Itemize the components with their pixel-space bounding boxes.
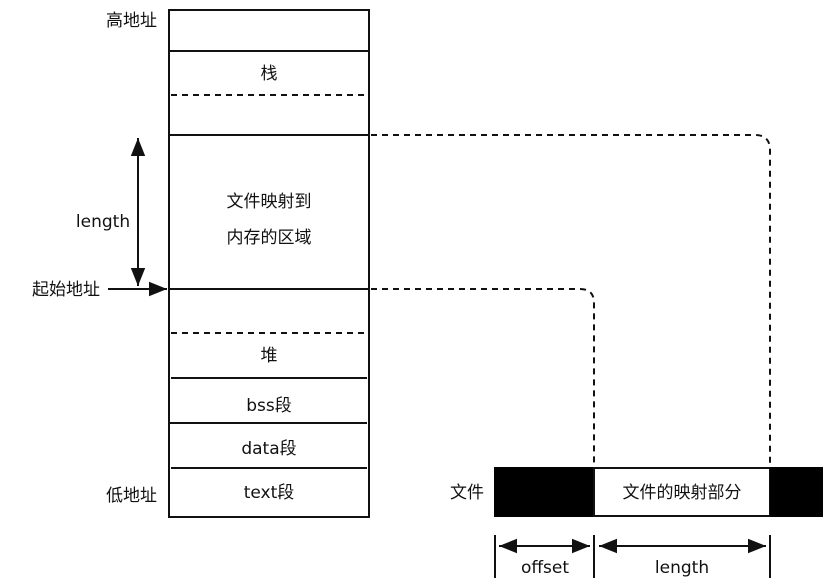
high-address-label: 高地址: [106, 11, 157, 31]
file-length-label: length: [655, 558, 709, 578]
file-mapped-part: [593, 467, 771, 517]
mapping-label-line1: 文件映射到: [227, 192, 312, 212]
low-address-label: 低地址: [106, 486, 157, 506]
file-unmapped-tail: [770, 467, 823, 517]
file-label: 文件: [450, 483, 484, 503]
offset-label: offset: [521, 558, 569, 578]
bss-label: bss段: [246, 396, 292, 416]
mapping-start-connector: [371, 288, 595, 467]
memory-layout: 栈 文件映射到 内存的区域 堆 bss段 data段 text段 高地址 低地址…: [32, 9, 370, 518]
heap-label: 堆: [261, 346, 278, 366]
mapping-label-line2: 内存的区域: [227, 228, 312, 248]
file-measurements: offset length: [494, 535, 771, 578]
stack-label: 栈: [261, 64, 278, 84]
start-address-label: 起始地址: [32, 280, 100, 300]
file-unmapped-head: [494, 467, 594, 517]
mapping-end-connector: [371, 134, 771, 467]
text-label: text段: [244, 483, 295, 503]
length-label: length: [76, 212, 130, 232]
data-label: data段: [241, 439, 296, 459]
file-mapped-label: 文件的映射部分: [623, 483, 742, 503]
file-bar: 文件 文件的映射部分: [450, 467, 823, 517]
memory-box: [168, 9, 370, 518]
